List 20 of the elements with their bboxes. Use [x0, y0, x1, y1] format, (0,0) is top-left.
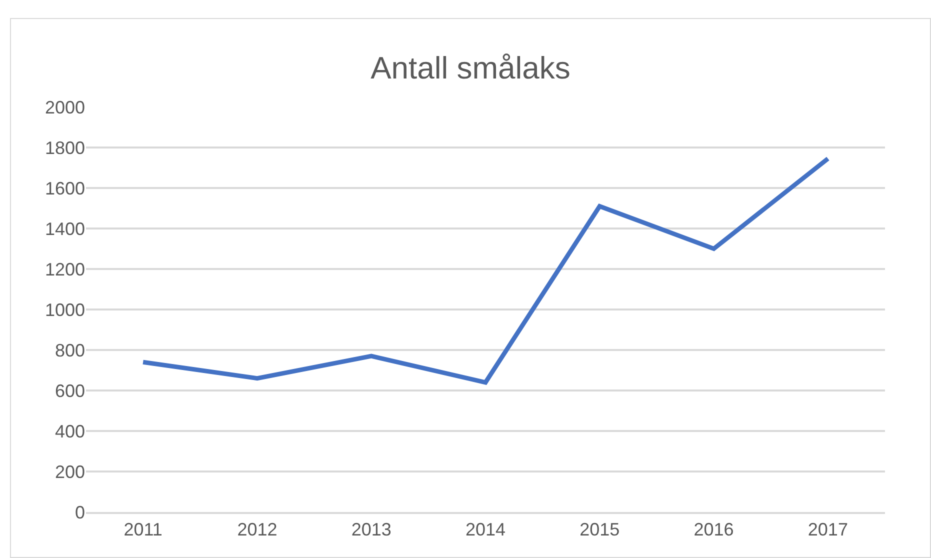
x-tick-label: 2013	[351, 519, 392, 540]
x-tick-label: 2017	[808, 519, 848, 540]
y-tick-label: 1000	[44, 300, 85, 320]
y-tick-label: 200	[54, 462, 85, 482]
x-tick-label: 2012	[237, 519, 278, 540]
x-tick-label: 2016	[694, 519, 734, 540]
x-tick-label: 2011	[124, 519, 162, 540]
y-tick-label: 600	[54, 380, 85, 401]
x-tick-label: 2015	[580, 519, 620, 540]
y-tick-label: 0	[74, 502, 85, 522]
chart-title: Antall smålaks	[370, 50, 570, 86]
x-tick-label: 2014	[465, 519, 506, 540]
y-tick-label: 1200	[44, 259, 85, 280]
y-tick-label: 2000	[44, 97, 85, 118]
y-tick-label: 800	[54, 340, 85, 360]
y-tick-label: 1800	[44, 138, 85, 158]
y-tick-label: 1600	[44, 178, 85, 198]
line-series	[140, 156, 830, 385]
y-tick-label: 1400	[44, 218, 85, 239]
y-tick-label: 400	[54, 421, 85, 442]
